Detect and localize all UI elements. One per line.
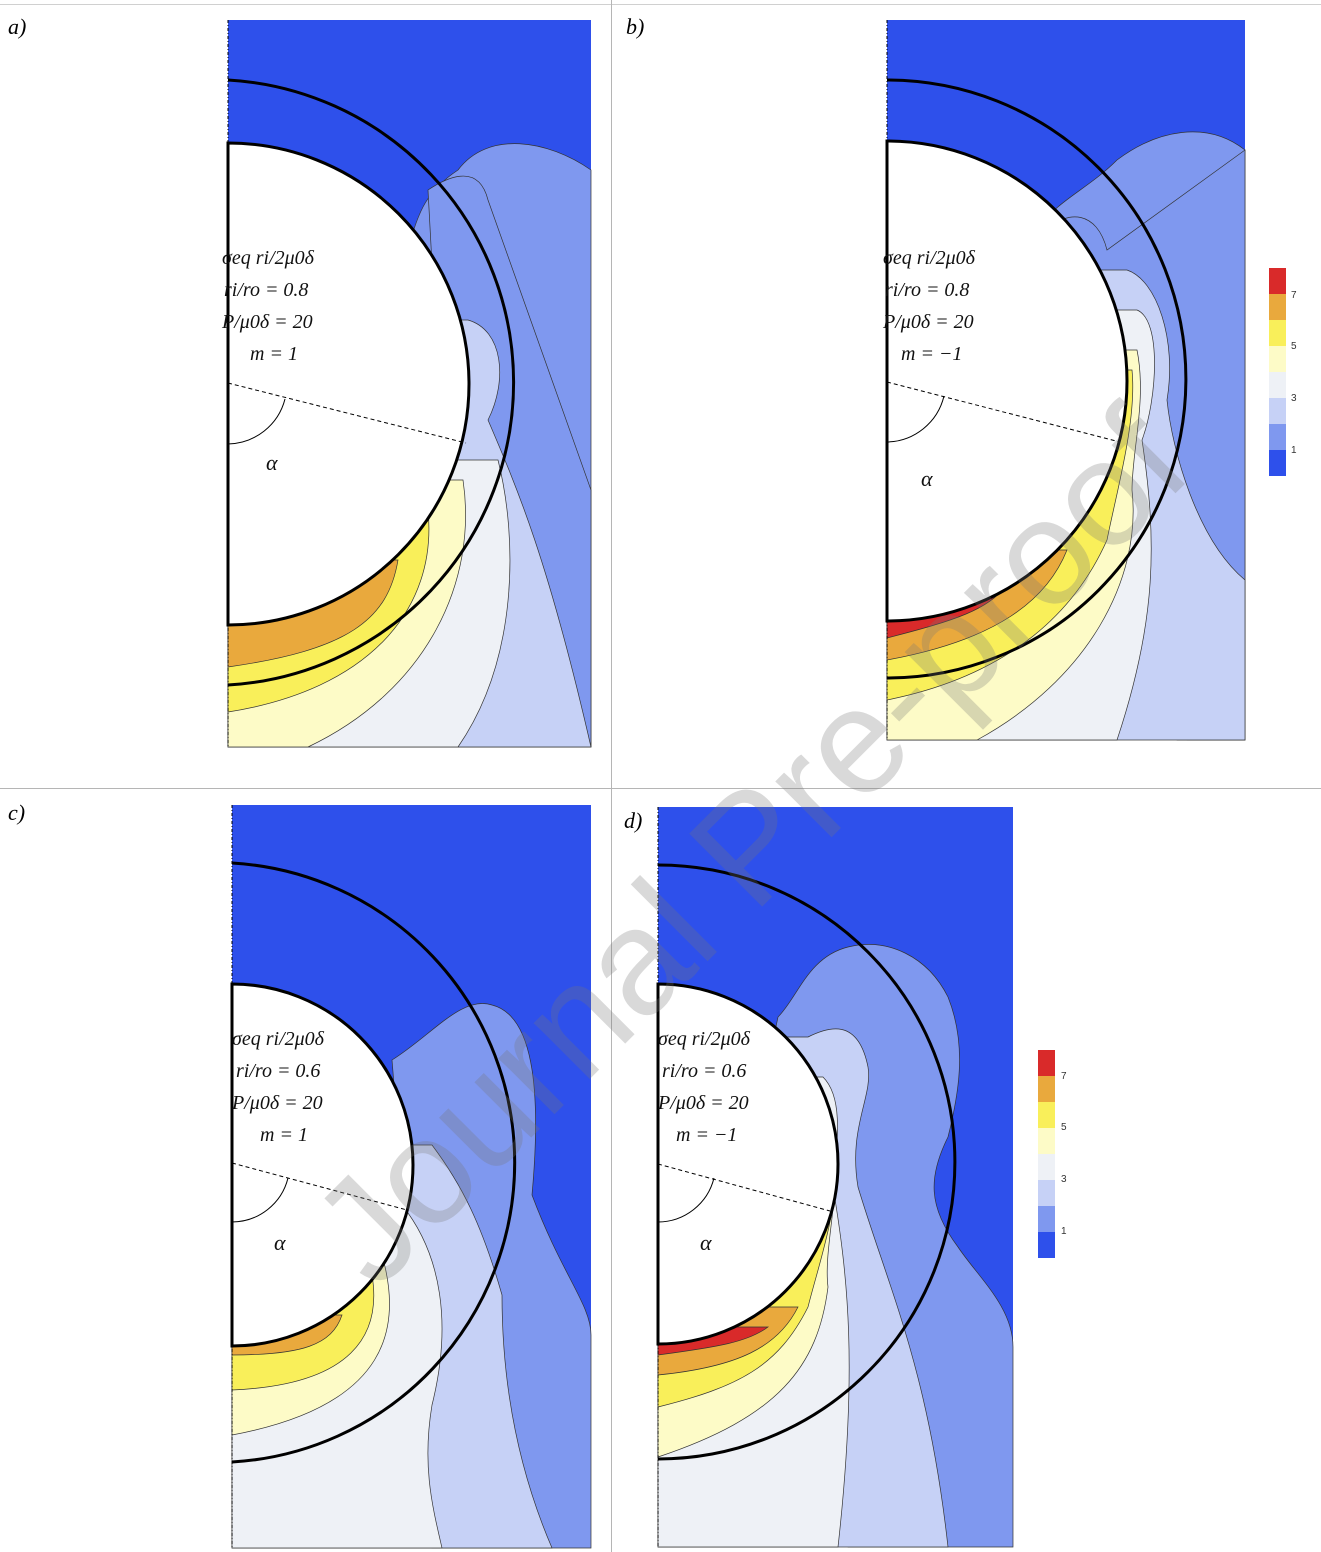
grid-top-border: [0, 4, 1321, 5]
panel-b-label: b): [626, 14, 645, 39]
annotation-d-line2: ri/ro = 0.6: [662, 1060, 747, 1082]
colorbar-swatch: [1038, 1076, 1055, 1102]
grid-vertical-divider: [611, 0, 612, 1552]
annotation-c-line4: m = 1: [260, 1124, 308, 1146]
colorbar-swatch: [1269, 346, 1286, 372]
annotation-a-line3: P/μ0δ = 20: [222, 311, 313, 333]
colorbar-swatch: [1038, 1102, 1055, 1128]
contour-plot-d: σeq ri/2μ0δ ri/ro = 0.6 P/μ0δ = 20 m = −…: [656, 807, 1014, 1548]
colorbar-top-tick-7: 7: [1291, 290, 1297, 301]
angle-label-b: α: [921, 466, 933, 491]
annotation-c-line3: P/μ0δ = 20: [232, 1092, 323, 1114]
angle-label-a: α: [266, 450, 278, 475]
grid-horizontal-divider: [0, 788, 1321, 789]
annotation-c: σeq ri/2μ0δ ri/ro = 0.6 P/μ0δ = 20 m = 1: [232, 1023, 324, 1151]
colorbar-swatch: [1038, 1050, 1055, 1076]
colorbar-top-tick-3: 3: [1291, 393, 1297, 404]
angle-label-c: α: [274, 1230, 286, 1255]
annotation-b-line4: m = −1: [901, 343, 963, 365]
panel-d-label: d): [624, 808, 643, 833]
colorbar-top-tick-5: 5: [1291, 341, 1297, 352]
colorbar-swatch: [1038, 1180, 1055, 1206]
annotation-b-line2: ri/ro = 0.8: [885, 279, 970, 301]
colorbar-bottom-tick-7: 7: [1061, 1071, 1067, 1082]
colorbar-swatch: [1269, 424, 1286, 450]
annotation-b-line3: P/μ0δ = 20: [883, 311, 974, 333]
colorbar-swatch: [1038, 1128, 1055, 1154]
annotation-c-line2: ri/ro = 0.6: [236, 1060, 321, 1082]
contour-plot-c: σeq ri/2μ0δ ri/ro = 0.6 P/μ0δ = 20 m = 1…: [230, 805, 592, 1549]
annotation-d-line4: m = −1: [676, 1124, 738, 1146]
colorbar-bottom: [1038, 1050, 1055, 1258]
annotation-a-line2: ri/ro = 0.8: [224, 279, 309, 301]
colorbar-top: [1269, 268, 1286, 476]
colorbar-swatch: [1269, 268, 1286, 294]
annotation-b-line1: σeq ri/2μ0δ: [883, 247, 975, 269]
colorbar-swatch: [1269, 450, 1286, 476]
colorbar-bottom-tick-3: 3: [1061, 1174, 1067, 1185]
annotation-a-line4: m = 1: [250, 343, 298, 365]
annotation-d-line1: σeq ri/2μ0δ: [658, 1028, 750, 1050]
annotation-d-line3: P/μ0δ = 20: [658, 1092, 749, 1114]
colorbar-bottom-tick-5: 5: [1061, 1122, 1067, 1133]
annotation-b: σeq ri/2μ0δ ri/ro = 0.8 P/μ0δ = 20 m = −…: [883, 242, 975, 370]
panel-c-label: c): [8, 800, 26, 825]
colorbar-bottom-tick-1: 1: [1061, 1226, 1067, 1237]
angle-label-d: α: [700, 1230, 712, 1255]
contour-plot-b: σeq ri/2μ0δ ri/ro = 0.8 P/μ0δ = 20 m = −…: [883, 20, 1246, 741]
colorbar-swatch: [1269, 398, 1286, 424]
annotation-d: σeq ri/2μ0δ ri/ro = 0.6 P/μ0δ = 20 m = −…: [658, 1023, 750, 1151]
colorbar-swatch: [1269, 372, 1286, 398]
colorbar-swatch: [1038, 1206, 1055, 1232]
annotation-c-line1: σeq ri/2μ0δ: [232, 1028, 324, 1050]
annotation-a: σeq ri/2μ0δ ri/ro = 0.8 P/μ0δ = 20 m = 1: [222, 242, 314, 370]
colorbar-swatch: [1038, 1154, 1055, 1180]
annotation-a-line1: σeq ri/2μ0δ: [222, 247, 314, 269]
colorbar-swatch: [1269, 320, 1286, 346]
contour-plot-a: σeq ri/2μ0δ ri/ro = 0.8 P/μ0δ = 20 m = 1…: [222, 20, 592, 748]
panel-a-label: a): [8, 14, 27, 39]
colorbar-top-tick-1: 1: [1291, 445, 1297, 456]
colorbar-swatch: [1038, 1232, 1055, 1258]
colorbar-swatch: [1269, 294, 1286, 320]
